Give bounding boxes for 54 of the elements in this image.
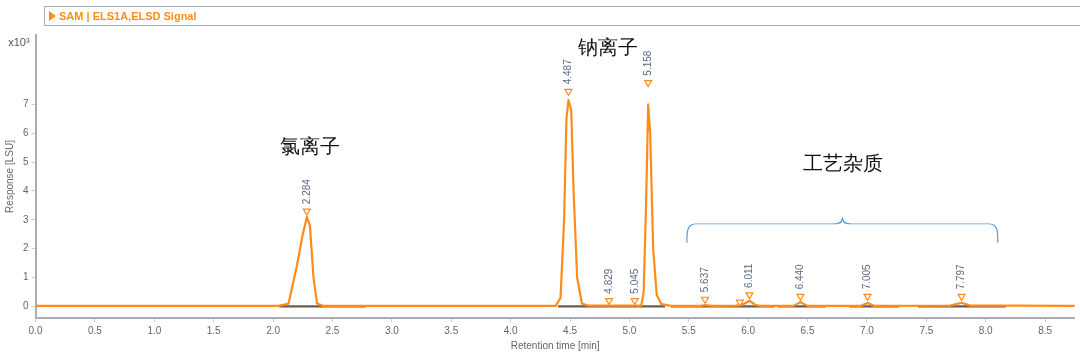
point: [644, 80, 653, 88]
point: [957, 293, 966, 301]
annotation: 工艺杂质: [803, 151, 884, 176]
x-tick-label: 0.5: [87, 324, 103, 336]
y-tick-label: 2: [23, 242, 29, 254]
x-tick-label: 6.0: [741, 324, 756, 336]
y-tick-label: 3: [23, 213, 29, 225]
x-tick-label: 6.5: [800, 324, 815, 336]
x-tick-label: 1.0: [147, 324, 162, 336]
y-tick-label: 7: [23, 98, 29, 110]
x-tick-label: 7.0: [860, 324, 875, 336]
x-tick-label: 8.0: [978, 324, 994, 336]
annotation: 5.637: [698, 266, 710, 293]
y-tick-label: 4: [23, 184, 29, 196]
x-tick-label: 2.5: [325, 324, 340, 336]
annotation: 5.045: [628, 268, 640, 294]
point: [605, 298, 614, 306]
annotation: 氯离子: [279, 134, 340, 159]
y-tick-label: 1: [23, 271, 29, 283]
annotation: 4.829: [602, 268, 614, 294]
annotation: 2.284: [300, 178, 312, 205]
point: [701, 296, 710, 304]
point: [863, 293, 872, 301]
point: [796, 293, 805, 301]
annotation: 钠离子: [577, 35, 639, 60]
y-tick-label: 6: [23, 126, 29, 138]
point: [745, 292, 754, 300]
point: [302, 208, 311, 216]
point: [564, 88, 573, 96]
annotation: 7.005: [861, 263, 873, 290]
annotation: 6.011: [743, 263, 755, 288]
text: x10³: [8, 35, 30, 48]
x-tick-label: 7.5: [919, 324, 934, 336]
x-tick-label: 1.5: [206, 324, 222, 336]
point: [630, 298, 639, 306]
x-tick-label: 3.0: [384, 324, 400, 336]
y-tick-label: 0: [23, 300, 29, 312]
x-axis-title: Retention time [min]: [510, 339, 600, 351]
x-tick-label: 2.0: [266, 324, 281, 336]
x-tick-label: 8.5: [1038, 324, 1053, 336]
point: [735, 299, 744, 307]
x-tick-label: 3.5: [444, 324, 459, 336]
x-tick-label: 5.0: [622, 324, 637, 336]
y-tick-label: 5: [23, 155, 29, 167]
x-tick-label: 0.0: [28, 324, 43, 336]
x-tick-label: 5.5: [681, 324, 697, 336]
x-tick-label: 4.0: [503, 324, 519, 336]
annotation: 4.487: [562, 58, 574, 85]
y-axis-title: Response [LSU]: [3, 139, 15, 213]
annotation: 7.797: [955, 263, 967, 290]
x-tick-label: 4.5: [563, 324, 578, 336]
annotation: 5.158: [641, 50, 653, 76]
chart-title: SAM | ELS1A,ELSD Signal: [59, 10, 197, 22]
annotation: 6.440: [794, 263, 806, 290]
